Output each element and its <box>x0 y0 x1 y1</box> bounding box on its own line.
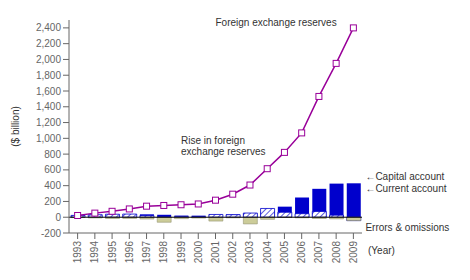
svg-text:←Capital account: ←Capital account <box>365 171 444 182</box>
svg-text:(Year): (Year) <box>368 245 395 256</box>
svg-text:2004: 2004 <box>262 241 273 264</box>
svg-text:2,200: 2,200 <box>36 38 61 49</box>
svg-text:400: 400 <box>44 180 61 191</box>
svg-text:2005: 2005 <box>279 241 290 264</box>
svg-text:1999: 1999 <box>176 241 187 264</box>
svg-text:0: 0 <box>55 212 61 223</box>
svg-text:800: 800 <box>44 149 61 160</box>
svg-text:1,400: 1,400 <box>36 101 61 112</box>
svg-text:1,000: 1,000 <box>36 133 61 144</box>
svg-text:2,000: 2,000 <box>36 54 61 65</box>
svg-text:($ billion): ($ billion) <box>10 106 21 147</box>
svg-text:2002: 2002 <box>227 241 238 264</box>
svg-text:2007: 2007 <box>313 241 324 264</box>
svg-text:Foreign exchange reserves: Foreign exchange reserves <box>216 17 337 28</box>
svg-text:2008: 2008 <box>331 241 342 264</box>
svg-text:-200: -200 <box>41 228 61 239</box>
svg-text:1,200: 1,200 <box>36 117 61 128</box>
svg-text:1998: 1998 <box>158 241 169 264</box>
svg-text:1,600: 1,600 <box>36 86 61 97</box>
svg-text:600: 600 <box>44 164 61 175</box>
svg-text:2006: 2006 <box>296 241 307 264</box>
svg-text:1995: 1995 <box>107 241 118 264</box>
svg-text:1993: 1993 <box>72 241 83 264</box>
svg-text:2000: 2000 <box>193 241 204 264</box>
svg-text:2,400: 2,400 <box>36 22 61 33</box>
svg-text:2003: 2003 <box>244 241 255 264</box>
svg-text:Errors & omissions: Errors & omissions <box>365 222 449 233</box>
svg-text:1,800: 1,800 <box>36 70 61 81</box>
svg-text:1997: 1997 <box>141 241 152 264</box>
svg-text:Rise in foreignexchange reserv: Rise in foreignexchange reserves <box>181 135 266 158</box>
svg-text:200: 200 <box>44 196 61 207</box>
svg-text:2001: 2001 <box>210 241 221 264</box>
svg-text:2009: 2009 <box>348 241 359 264</box>
svg-text:1996: 1996 <box>124 241 135 264</box>
svg-text:←Current account: ←Current account <box>365 183 446 194</box>
svg-text:1994: 1994 <box>89 241 100 264</box>
